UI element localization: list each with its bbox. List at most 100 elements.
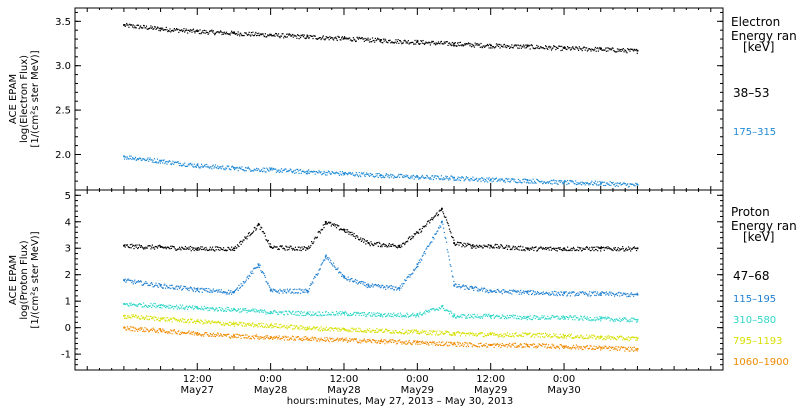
data-point bbox=[619, 335, 622, 337]
data-point bbox=[483, 244, 485, 246]
data-point bbox=[123, 280, 126, 282]
data-point bbox=[288, 310, 290, 312]
data-point bbox=[202, 334, 204, 336]
data-point bbox=[279, 327, 281, 329]
data-point bbox=[150, 25, 152, 27]
data-point bbox=[404, 242, 407, 244]
data-point bbox=[316, 38, 319, 40]
data-point bbox=[365, 331, 368, 333]
data-point bbox=[301, 246, 303, 248]
data-point bbox=[539, 292, 541, 295]
data-point bbox=[129, 316, 131, 318]
data-point bbox=[197, 308, 200, 310]
data-point bbox=[288, 289, 291, 291]
data-point bbox=[203, 309, 205, 311]
data-point bbox=[277, 248, 280, 250]
data-point bbox=[400, 287, 402, 289]
data-point bbox=[484, 291, 487, 293]
data-point bbox=[408, 315, 410, 317]
data-point bbox=[134, 304, 137, 306]
data-point bbox=[316, 340, 319, 342]
data-point bbox=[624, 292, 626, 294]
data-point bbox=[547, 292, 549, 294]
data-point bbox=[514, 289, 516, 292]
data-point bbox=[139, 281, 141, 283]
data-point bbox=[525, 332, 527, 334]
data-point bbox=[530, 247, 532, 249]
data-anchor-point bbox=[398, 244, 400, 247]
data-point bbox=[448, 224, 450, 227]
data-point bbox=[531, 334, 533, 337]
data-point bbox=[209, 289, 211, 291]
data-anchor-point bbox=[196, 288, 199, 291]
data-point bbox=[462, 176, 464, 178]
data-point bbox=[487, 333, 489, 335]
data-point bbox=[403, 283, 405, 285]
data-point bbox=[399, 173, 401, 175]
data-point bbox=[242, 241, 244, 243]
data-point bbox=[364, 37, 366, 40]
data-point bbox=[627, 49, 630, 51]
data-point bbox=[296, 248, 298, 251]
data-point bbox=[220, 168, 222, 170]
data-point bbox=[288, 338, 291, 340]
data-point bbox=[611, 47, 613, 49]
data-point bbox=[596, 316, 598, 318]
data-anchor-point bbox=[257, 263, 260, 266]
data-point bbox=[191, 306, 193, 308]
data-point bbox=[221, 335, 223, 337]
data-point bbox=[131, 24, 133, 26]
data-point bbox=[539, 293, 542, 295]
data-point bbox=[554, 316, 556, 318]
data-point bbox=[417, 265, 419, 268]
data-point bbox=[310, 35, 312, 37]
data-point bbox=[228, 324, 230, 326]
data-point bbox=[439, 178, 441, 181]
data-point bbox=[218, 246, 220, 249]
data-point bbox=[364, 313, 366, 315]
data-point bbox=[134, 282, 137, 285]
data-point bbox=[562, 315, 564, 317]
data-point bbox=[354, 278, 357, 281]
data-point bbox=[617, 185, 619, 187]
data-point bbox=[419, 332, 421, 334]
data-point bbox=[266, 335, 269, 337]
data-point bbox=[404, 279, 406, 281]
data-point bbox=[385, 244, 387, 246]
data-point bbox=[505, 291, 507, 293]
data-point bbox=[411, 41, 413, 43]
data-point bbox=[433, 308, 435, 310]
data-point bbox=[548, 335, 550, 337]
data-point bbox=[466, 333, 468, 335]
data-point bbox=[525, 247, 527, 249]
data-point bbox=[208, 335, 210, 337]
data-point bbox=[243, 239, 245, 241]
data-point bbox=[577, 182, 580, 184]
data-point bbox=[228, 293, 231, 295]
data-point bbox=[500, 317, 503, 319]
data-anchor-point bbox=[367, 284, 370, 287]
data-point bbox=[465, 176, 467, 178]
data-point bbox=[393, 312, 395, 314]
data-point bbox=[558, 292, 560, 294]
data-point bbox=[474, 42, 476, 44]
data-point bbox=[618, 182, 620, 185]
data-point bbox=[190, 331, 192, 333]
data-anchor-point bbox=[343, 172, 345, 175]
data-point bbox=[635, 293, 638, 295]
data-point bbox=[465, 285, 467, 287]
data-point bbox=[228, 321, 231, 323]
data-point bbox=[575, 46, 577, 48]
data-point bbox=[609, 336, 611, 338]
data-point bbox=[565, 249, 567, 251]
data-point bbox=[349, 312, 352, 315]
data-point bbox=[331, 263, 333, 266]
data-point bbox=[462, 285, 464, 287]
data-point bbox=[265, 36, 267, 38]
data-point bbox=[477, 245, 479, 247]
data-point bbox=[228, 33, 230, 35]
data-point bbox=[346, 38, 349, 40]
data-point bbox=[134, 327, 137, 329]
data-point bbox=[173, 308, 175, 310]
data-point bbox=[261, 227, 263, 229]
